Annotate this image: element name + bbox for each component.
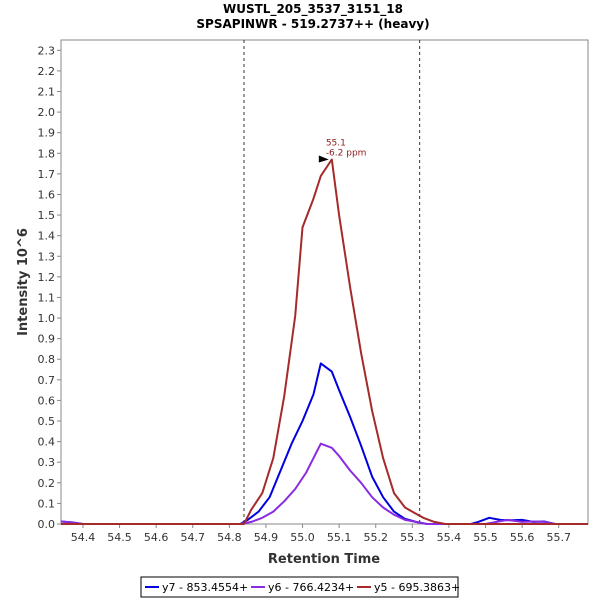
legend-label-2: y6 - 766.4234+ — [268, 581, 354, 594]
y-tick-label: 2.0 — [38, 106, 56, 119]
legend-box — [140, 576, 459, 598]
legend: y7 - 853.4554+ y6 - 766.4234+ y5 - 695.386… — [140, 576, 460, 598]
y-tick-label: 0.8 — [38, 353, 56, 366]
x-tick-label: 54.7 — [181, 531, 206, 544]
x-tick-label: 55.1 — [327, 531, 352, 544]
x-tick-label: 54.6 — [144, 531, 169, 544]
y-tick-label: 1.8 — [38, 147, 56, 160]
peak-boundaries — [243, 40, 421, 524]
peak-arrow-icon — [318, 155, 329, 163]
peak-time-label: 55.1 — [326, 138, 346, 148]
x-axis-label: Retention Time — [268, 552, 380, 567]
x-tick-label: 54.8 — [217, 531, 242, 544]
x-tick-label: 54.5 — [107, 531, 132, 544]
y-tick-label: 0.6 — [38, 394, 56, 407]
y-tick-label: 0.2 — [38, 477, 56, 490]
x-tick-label: 55.7 — [546, 531, 571, 544]
peak-ppm-label: -6.2 ppm — [326, 148, 367, 158]
x-tick-label: 55.5 — [473, 531, 498, 544]
x-axis-ticks: 54.4 54.5 54.6 54.7 54.8 54.9 55.0 55.1 55.2 55.3… — [71, 524, 571, 544]
chart-title: WUSTL_205_3537_3151_18 — [223, 2, 403, 17]
series-line-1 — [60, 362, 588, 525]
x-tick-label: 55.6 — [510, 531, 535, 544]
y-tick-label: 1.1 — [38, 291, 56, 304]
y-tick-label: 0.1 — [38, 497, 56, 510]
y-tick-label: 1.6 — [38, 188, 56, 201]
y-tick-label: 2.3 — [38, 44, 56, 57]
y-tick-label: 0.4 — [38, 436, 56, 449]
x-tick-label: 55.2 — [363, 531, 388, 544]
plot-area — [60, 39, 589, 525]
x-tick-label: 55.3 — [400, 531, 425, 544]
y-tick-label: 2.1 — [38, 85, 56, 98]
x-tick-label: 54.4 — [71, 531, 96, 544]
x-tick-label: 54.9 — [254, 531, 279, 544]
y-axis-ticks: 0.0 0.1 0.2 0.3 0.4 0.5 0.6 0.7 0.8 0.9 1.0 1.1 1.2 1… — [38, 44, 61, 531]
y-tick-label: 1.5 — [38, 209, 56, 222]
x-tick-label: 55.0 — [290, 531, 315, 544]
series-line-2 — [60, 442, 588, 525]
legend-label-1: y7 - 853.4554+ — [162, 581, 248, 594]
y-tick-label: 1.9 — [38, 127, 56, 140]
y-tick-label: 0.9 — [38, 333, 56, 346]
y-tick-label: 0.7 — [38, 374, 56, 387]
y-tick-label: 1.0 — [38, 312, 56, 325]
x-tick-label: 55.4 — [437, 531, 462, 544]
legend-label-3: y5 - 695.3863+ — [374, 581, 460, 594]
y-tick-label: 0.0 — [38, 518, 56, 531]
series-line-3 — [61, 158, 588, 525]
y-tick-label: 1.7 — [38, 168, 56, 181]
y-tick-label: 1.2 — [38, 271, 56, 284]
y-axis-label: Intensity 10^6 — [16, 228, 31, 336]
y-tick-label: 1.3 — [38, 250, 56, 263]
y-tick-label: 0.5 — [38, 415, 56, 428]
chart-subtitle: SPSAPINWR - 519.2737++ (heavy) — [196, 17, 429, 31]
series-lines — [60, 158, 588, 525]
peak-annotation: 55.1-6.2 ppm — [318, 138, 367, 163]
y-tick-label: 1.4 — [38, 230, 56, 243]
y-tick-label: 0.3 — [38, 456, 56, 469]
y-tick-label: 2.2 — [38, 65, 56, 78]
